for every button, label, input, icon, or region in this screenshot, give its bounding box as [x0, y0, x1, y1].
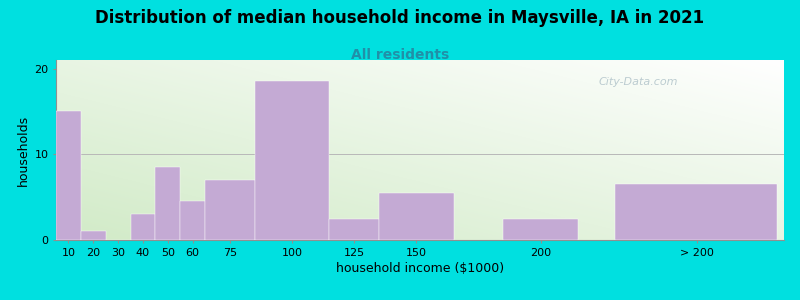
- Bar: [180, 201, 205, 240]
- Text: City-Data.com: City-Data.com: [598, 76, 678, 87]
- X-axis label: household income ($1000): household income ($1000): [336, 262, 504, 275]
- Bar: [130, 214, 155, 240]
- Bar: [503, 219, 578, 240]
- Bar: [56, 111, 81, 240]
- Bar: [379, 193, 454, 240]
- Bar: [330, 219, 379, 240]
- Bar: [155, 167, 180, 240]
- Bar: [254, 81, 330, 240]
- Y-axis label: households: households: [17, 114, 30, 186]
- Bar: [81, 231, 106, 240]
- Bar: [615, 184, 777, 240]
- Bar: [205, 180, 254, 240]
- Text: Distribution of median household income in Maysville, IA in 2021: Distribution of median household income …: [95, 9, 705, 27]
- Text: All residents: All residents: [351, 48, 449, 62]
